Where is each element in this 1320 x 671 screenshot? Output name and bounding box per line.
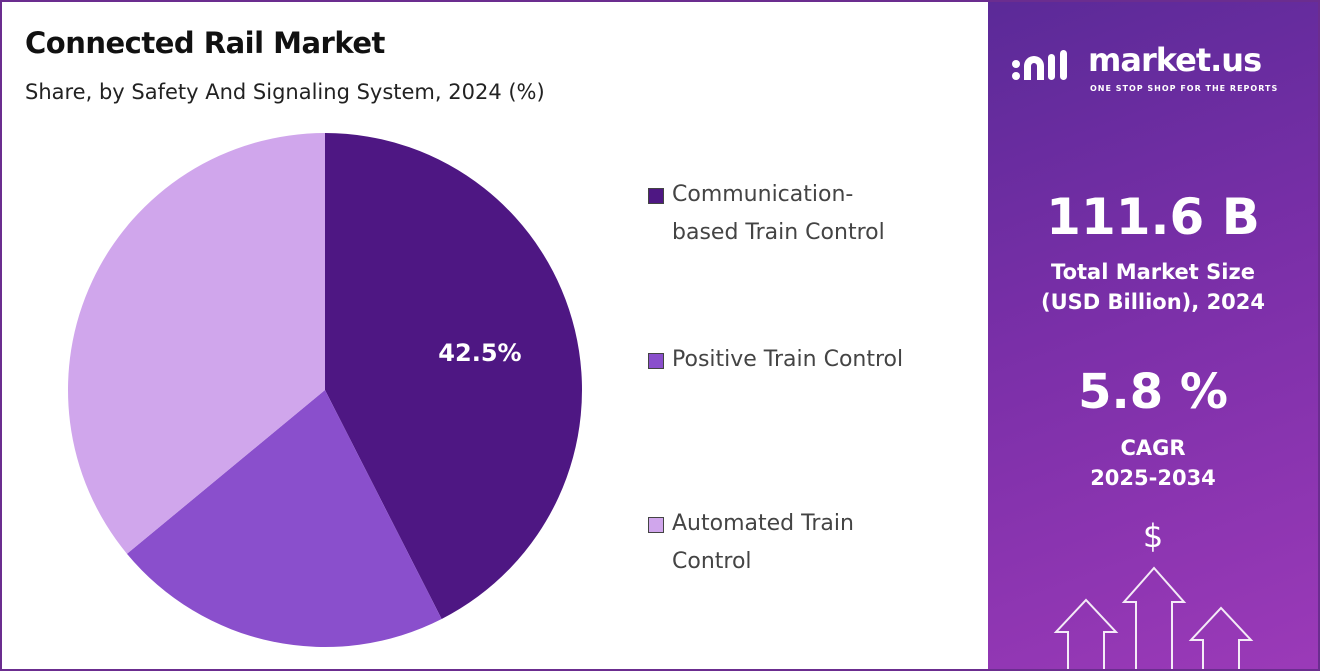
growth-arrows-icon	[1053, 566, 1254, 669]
legend-label: Communication-based Train Control	[672, 182, 885, 245]
legend-label: Positive Train Control	[672, 347, 904, 372]
market-size-label-2: (USD Billion), 2024	[1040, 290, 1266, 314]
pie-slice-2	[67, 133, 326, 554]
dollar-icon: $	[1142, 517, 1164, 555]
legend-swatch	[648, 517, 664, 533]
summary-panel: market.us ONE STOP SHOP FOR THE REPORTS …	[988, 2, 1318, 669]
pie-slice-1	[126, 390, 442, 648]
market-size-value: 111.6 B	[1046, 188, 1260, 246]
pie-slice-0	[325, 133, 582, 619]
legend-swatch	[648, 353, 664, 369]
chart-subtitle: Share, by Safety And Signaling System, 2…	[25, 80, 545, 104]
market-size-label-1: Total Market Size	[1051, 260, 1255, 284]
legend-item-cbtc: Communication-based Train Control	[648, 176, 962, 252]
chart-title: Connected Rail Market	[25, 26, 385, 60]
legend-item-atc: Automated Train Control	[648, 505, 962, 581]
cagr-label-2: 2025-2034	[1090, 466, 1216, 490]
legend-item-ptc: Positive Train Control	[648, 341, 962, 379]
logo-icon	[1012, 50, 1067, 80]
legend-label: Automated Train Control	[672, 511, 854, 574]
pie-chart: 42.5%	[67, 133, 582, 648]
logo-text: market.us	[1088, 41, 1262, 79]
cagr-label-1: CAGR	[1120, 436, 1186, 460]
cagr-value: 5.8 %	[1078, 364, 1228, 420]
data-label-0: 42.5%	[438, 339, 521, 367]
logo-tagline: ONE STOP SHOP FOR THE REPORTS	[1090, 84, 1279, 93]
market-us-logo: market.us ONE STOP SHOP FOR THE REPORTS	[1010, 42, 1300, 98]
legend-swatch	[648, 188, 664, 204]
